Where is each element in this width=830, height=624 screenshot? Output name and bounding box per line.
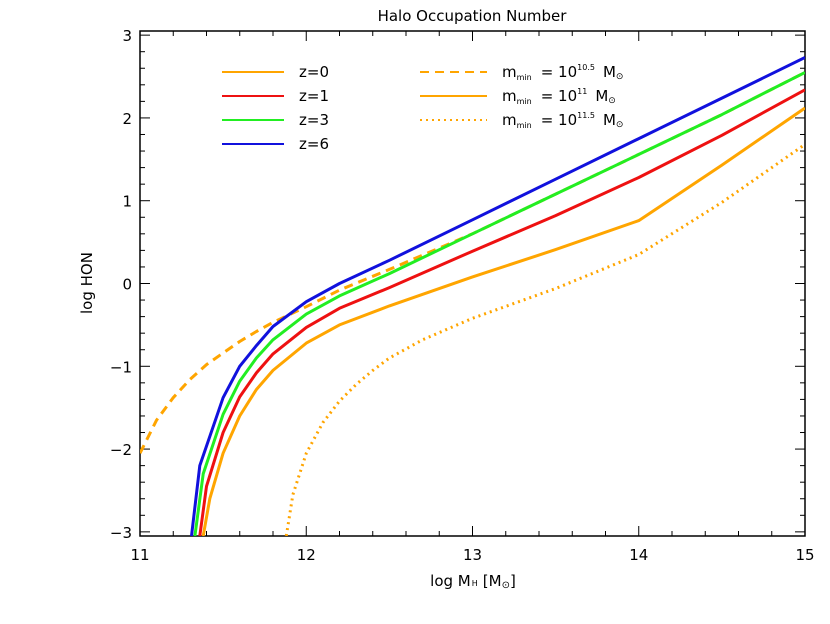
y-tick-label: 2 [122,110,132,128]
legend-eq: = 10 [541,63,577,81]
legend-m: m [502,87,517,105]
y-tick-label: −1 [110,358,132,376]
legend-unit: M [603,63,616,81]
legend-label: z=1 [299,87,329,105]
chart-title: Halo Occupation Number [378,7,568,25]
legend-exp: 10.5 [577,63,595,72]
y-tick-label: 3 [122,27,132,45]
legend-label: mmin = 1011.5 M⊙ [502,111,623,130]
y-tick-label: −2 [110,441,132,459]
x-axis-label-sub: H [472,579,478,588]
y-axis-label: log HON [78,252,96,314]
series-line-z0 [201,106,805,536]
series-line-z1 [198,88,805,536]
legend-m: m [502,63,517,81]
series-line-z3 [193,71,805,536]
legend-label: mmin = 1011 M⊙ [502,87,616,106]
legend-sun: ⊙ [616,72,624,82]
x-tick-label: 15 [795,546,814,564]
x-tick-label: 11 [130,546,149,564]
legend-m-sub: min [517,97,532,106]
x-axis-label-unit-close: ] [510,572,516,590]
y-tick-label: 0 [122,276,132,294]
x-tick-label: 12 [297,546,316,564]
x-axis-label: log MH [M⊙] [430,572,516,591]
legend-label: mmin = 1010.5 M⊙ [502,63,623,82]
legend-exp: 11 [577,87,587,96]
x-axis-label-unit-sub: ⊙ [502,580,510,591]
y-tick-label: −3 [110,524,132,542]
x-tick-label: 13 [463,546,482,564]
legend-label: z=0 [299,63,329,81]
legend-m-sub: min [517,121,532,130]
legend-label: z=6 [299,135,329,153]
legend-unit: M [595,87,608,105]
x-axis-label-unit: [M [483,572,502,590]
data-series [140,56,805,536]
legend-label: z=3 [299,111,329,129]
legend-sun: ⊙ [616,120,624,130]
series-line-dotted [284,143,805,536]
legend-m: m [502,111,517,129]
legend-unit: M [603,111,616,129]
legend-exp: 11.5 [577,111,595,120]
legend-eq: = 10 [541,111,577,129]
legend-m-sub: min [517,73,532,82]
y-tick-label: 1 [122,193,132,211]
x-axis-label-main: log M [430,572,471,590]
legend-sun: ⊙ [608,96,616,106]
series-line-z6 [190,56,805,536]
x-tick-label: 14 [629,546,648,564]
legend-eq: = 10 [541,87,577,105]
